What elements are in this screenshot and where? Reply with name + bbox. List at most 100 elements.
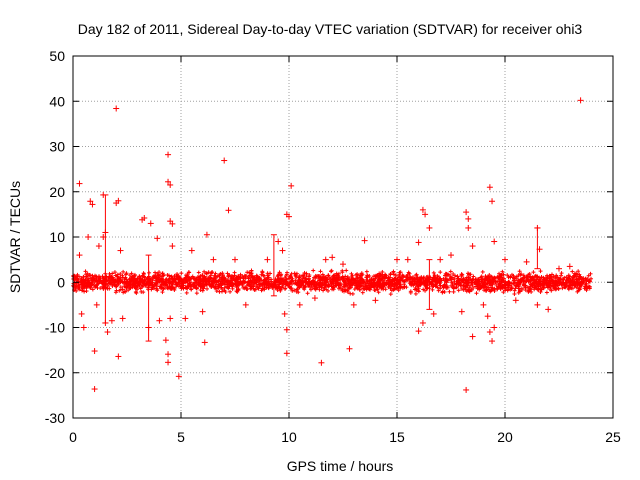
data-point (115, 197, 122, 204)
band-point (572, 279, 577, 284)
data-point (165, 359, 172, 366)
band-point (549, 272, 554, 277)
band-point (220, 271, 225, 276)
band-point (350, 291, 355, 296)
band-point (130, 280, 135, 285)
band-point (181, 283, 186, 288)
band-point (584, 281, 589, 286)
data-point (100, 234, 107, 240)
data-point (458, 308, 465, 315)
band-point (568, 283, 573, 288)
band-point (289, 279, 294, 284)
band-point (471, 274, 476, 279)
band-point (121, 269, 126, 274)
band-point (435, 274, 440, 279)
band-point (502, 280, 507, 285)
data-point (419, 319, 426, 326)
band-point (400, 285, 405, 290)
band-point (301, 275, 306, 280)
band-point (532, 287, 537, 292)
band-point (75, 278, 80, 283)
band-point (557, 277, 562, 282)
band-point (416, 279, 421, 284)
band-point (512, 288, 517, 293)
band-point (562, 275, 567, 280)
band-point (305, 282, 310, 287)
band-point (576, 269, 581, 274)
band-point (224, 281, 229, 286)
band-point (438, 270, 443, 275)
band-point (379, 286, 384, 291)
band-point (251, 274, 256, 279)
band-point (559, 281, 564, 286)
band-point (405, 277, 410, 282)
band-point (451, 282, 456, 287)
band-point (176, 276, 181, 281)
band-point (175, 274, 180, 279)
band-point (342, 284, 347, 289)
band-point (112, 277, 117, 282)
band-point (490, 281, 495, 286)
data-point (242, 301, 249, 308)
band-point (195, 275, 200, 280)
band-point (461, 276, 466, 281)
band-point (150, 278, 155, 283)
band-point (283, 286, 288, 291)
band-point (155, 288, 160, 293)
data-point (87, 198, 94, 205)
band-point (406, 270, 411, 275)
band-point (364, 275, 369, 280)
band-point (397, 272, 402, 277)
data-point (281, 310, 288, 317)
band-point (150, 286, 155, 291)
band-point (462, 284, 467, 289)
band-point (249, 279, 254, 284)
band-point (107, 286, 112, 291)
band-point (94, 282, 99, 287)
data-point (102, 319, 109, 326)
band-point (336, 271, 341, 276)
band-point (294, 271, 299, 276)
band-point (313, 275, 318, 280)
band-point (189, 276, 194, 281)
band-point (415, 275, 420, 280)
band-point (233, 282, 238, 287)
band-point (209, 270, 214, 275)
band-point (132, 274, 137, 279)
band-point (423, 280, 428, 285)
band-point (549, 288, 554, 293)
band-point (567, 274, 572, 279)
band-point (137, 274, 142, 279)
band-point (224, 278, 229, 283)
band-point (339, 286, 344, 291)
band-point (319, 285, 324, 290)
band-point (166, 286, 171, 291)
band-point (320, 272, 325, 277)
data-point (566, 263, 573, 270)
band-point (559, 273, 564, 278)
data-point (201, 339, 208, 346)
band-point (503, 285, 508, 290)
band-point (204, 271, 209, 276)
band-point (215, 286, 220, 291)
band-point (101, 276, 106, 281)
y-tick-label: -20 (45, 365, 65, 381)
data-point (264, 256, 271, 263)
y-axis-ticks: -30 -20 -10 0 10 20 30 40 50 (45, 48, 613, 426)
band-point (573, 272, 578, 277)
band-point (571, 282, 576, 287)
band-point (459, 286, 464, 291)
band-point (76, 285, 81, 290)
data-point (78, 310, 85, 317)
band-point (212, 276, 217, 281)
band-point (360, 272, 365, 277)
band-point (243, 280, 248, 285)
band-point (514, 276, 519, 281)
band-point (470, 278, 475, 283)
data-point (76, 180, 83, 187)
band-point (469, 280, 474, 285)
band-point (217, 282, 222, 287)
band-point (133, 286, 138, 291)
band-point (317, 287, 322, 292)
band-point (444, 279, 449, 284)
